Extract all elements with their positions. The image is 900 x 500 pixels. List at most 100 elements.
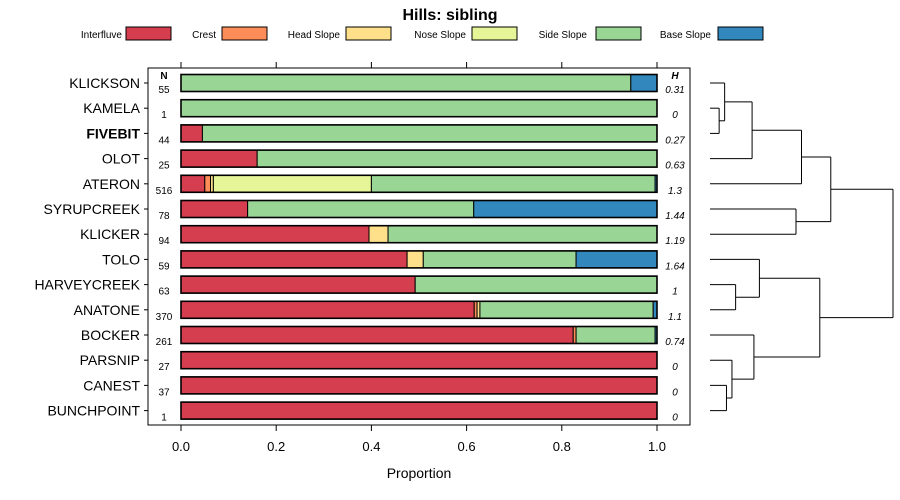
bar-segment-ateron-side-slope <box>370 174 656 193</box>
row-label-harveycreek: HARVEYCREEK <box>34 277 140 293</box>
n-value-fivebit: 44 <box>158 135 170 146</box>
row-label-kamela: KAMELA <box>83 100 140 116</box>
bar-segment-olot-side-slope <box>256 149 658 168</box>
row-labels-group: KLICKSON KAMELA FIVEBIT OLOT ATERON SYRUPCREE… <box>34 75 148 419</box>
bar-segment-klicker-interfluve <box>180 225 370 244</box>
h-value-bunchpoint: 0 <box>672 413 678 424</box>
x-tick-label-0: 0.0 <box>172 439 190 454</box>
bar-segment-anatone-interfluve <box>180 300 475 319</box>
row-label-anatone: ANATONE <box>74 302 140 318</box>
legend-label-interfluve: Interfluve <box>81 30 123 41</box>
bar-segment-olot-interfluve <box>180 149 258 168</box>
n-value-ateron: 516 <box>156 186 173 197</box>
bar-segment-klicker-side-slope <box>387 225 658 244</box>
legend-swatch-side-slope <box>595 26 642 41</box>
x-tick-label-2: 0.4 <box>362 439 380 454</box>
bar-segment-bunchpoint-interfluve <box>180 401 658 420</box>
bar-segment-tolo-base-slope <box>575 250 658 269</box>
legend-swatch-crest <box>221 26 268 41</box>
n-value-parsnip: 27 <box>158 362 170 373</box>
h-value-kamela: 0 <box>672 110 678 121</box>
n-value-kamela: 1 <box>161 110 167 121</box>
bar-outline-tolo <box>180 250 658 269</box>
bar-segment-harveycreek-interfluve <box>180 275 416 294</box>
x-axis-label: Proportion <box>387 465 452 481</box>
bar-row-bunchpoint <box>180 401 658 420</box>
n-value-klicker: 94 <box>158 236 170 247</box>
bar-segment-bocker-side-slope <box>575 326 656 344</box>
bar-outline-fivebit <box>180 124 658 143</box>
n-column-header: N <box>160 71 167 82</box>
bar-segment-syrupcreek-base-slope <box>473 200 658 218</box>
x-axis: 0.0 0.2 0.4 0.6 0.8 1.0 <box>172 62 666 454</box>
bar-segment-ateron-crest <box>204 174 212 193</box>
row-label-olot: OLOT <box>102 151 141 167</box>
bar-outline-bocker <box>180 325 658 345</box>
bar-row-ateron <box>180 174 658 194</box>
row-label-bunchpoint: BUNCHPOINT <box>47 403 140 419</box>
bar-outline-olot <box>180 149 658 168</box>
x-tick-label-4: 0.8 <box>553 439 571 454</box>
bar-outline-harveycreek <box>180 275 658 294</box>
n-value-tolo: 59 <box>158 261 170 272</box>
bar-outline-bunchpoint <box>180 401 658 420</box>
bar-segment-klickson-base-slope <box>630 74 658 92</box>
h-value-klicker: 1.19 <box>665 236 685 247</box>
bar-row-olot <box>180 149 658 168</box>
bar-row-harveycreek <box>180 275 658 294</box>
row-label-klicker: KLICKER <box>80 226 140 242</box>
dendrogram <box>710 82 894 412</box>
bar-segment-parsnip-interfluve <box>180 351 658 370</box>
h-value-olot: 0.63 <box>665 161 685 172</box>
legend-label-head-slope: Head Slope <box>288 30 341 41</box>
chart-title: Hills: sibling <box>402 7 497 24</box>
bar-segment-klicker-head-slope <box>368 225 389 244</box>
bar-segment-bocker-interfluve <box>180 326 574 344</box>
plot-panel <box>147 67 691 426</box>
bar-segment-syrupcreek-side-slope <box>247 200 475 218</box>
n-value-harveycreek: 63 <box>158 287 170 298</box>
row-label-klickson: KLICKSON <box>69 75 140 91</box>
bar-segment-tolo-side-slope <box>422 250 577 269</box>
h-value-bocker: 0.74 <box>665 337 685 348</box>
bar-outline-canest <box>180 376 658 395</box>
n-value-olot: 25 <box>158 161 170 172</box>
h-value-fivebit: 0.27 <box>665 135 685 146</box>
bar-segment-ateron-interfluve <box>180 174 206 193</box>
h-value-ateron: 1.3 <box>668 186 682 197</box>
bar-row-syrupcreek <box>180 199 658 219</box>
bar-outline-kamela <box>180 98 658 118</box>
h-value-syrupcreek: 1.44 <box>665 211 685 222</box>
legend-label-crest: Crest <box>192 30 216 41</box>
legend-label-side-slope: Side Slope <box>539 30 588 41</box>
row-label-bocker: BOCKER <box>81 327 140 343</box>
legend-label-base-slope: Base Slope <box>660 30 712 41</box>
h-column-header: H <box>671 71 679 82</box>
x-tick-label-1: 0.2 <box>267 439 285 454</box>
bar-outline-parsnip <box>180 350 658 370</box>
row-label-ateron: ATERON <box>83 176 140 192</box>
n-value-bunchpoint: 1 <box>161 413 167 424</box>
bar-outline-anatone <box>180 300 658 320</box>
bar-row-canest <box>180 376 658 395</box>
bar-outline-klickson <box>180 73 658 93</box>
bar-segment-kamela-side-slope <box>180 99 658 118</box>
bar-row-klicker <box>180 224 658 244</box>
bar-row-parsnip <box>180 350 658 370</box>
bar-outline-syrupcreek <box>180 199 658 219</box>
bar-row-kamela <box>180 98 658 118</box>
bar-outline-ateron <box>180 174 658 194</box>
legend-swatch-head-slope <box>345 26 392 41</box>
bar-segment-tolo-interfluve <box>180 250 408 269</box>
bar-segment-ateron-nose-slope <box>212 174 372 193</box>
h-value-tolo: 1.64 <box>665 261 685 272</box>
h-value-parsnip: 0 <box>672 362 678 373</box>
n-value-klickson: 55 <box>158 85 170 96</box>
bar-segment-harveycreek-side-slope <box>414 275 658 294</box>
row-label-tolo: TOLO <box>102 251 140 267</box>
n-value-anatone: 370 <box>156 312 173 323</box>
bar-segment-fivebit-side-slope <box>201 124 658 143</box>
h-values-group: 0.31 0 0.27 0.63 1.3 1.44 1.19 1.64 1 1.1 0.74 0 0 0 <box>665 85 685 424</box>
n-value-syrupcreek: 78 <box>158 211 170 222</box>
